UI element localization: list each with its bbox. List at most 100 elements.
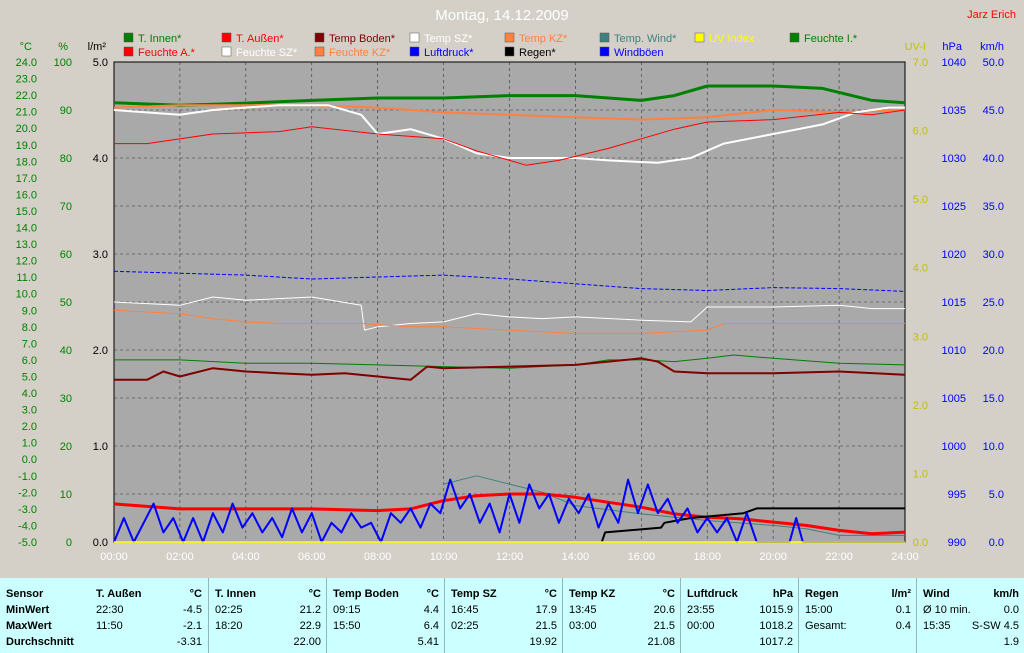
legend-item: T. Außen* xyxy=(221,32,284,45)
stats-average: 19.92 xyxy=(529,636,557,648)
wind-tick-label: 40.0 xyxy=(983,153,1004,165)
stats-column: Temp SZ °C 16:45 17.9 02:25 21.5 19.92 xyxy=(444,578,563,653)
wind-tick-label: 10.0 xyxy=(983,441,1004,453)
stats-min-value: 0.0 xyxy=(1003,604,1019,616)
temp-tick-label: 8.0 xyxy=(22,322,37,334)
stats-label-min: MinWert xyxy=(6,604,50,616)
legend-item: Windböen xyxy=(599,46,664,59)
uv-tick-label: 7.0 xyxy=(913,57,928,69)
temp-tick-label: 24.0 xyxy=(16,57,37,69)
stats-min-time: Ø 10 min. xyxy=(923,604,971,616)
legend-label: T. Innen* xyxy=(138,33,182,45)
pressure-tick-label: 1035 xyxy=(942,105,966,117)
stats-table: Sensor MinWert MaxWert Durchschnitt T. A… xyxy=(0,578,1024,653)
uv-tick-label: 2.0 xyxy=(913,400,928,412)
chart-title: Montag, 14.12.2009 xyxy=(435,7,568,24)
temp-tick-label: 17.0 xyxy=(16,173,37,185)
time-tick-label: 02:00 xyxy=(166,551,194,563)
pressure-tick-label: 995 xyxy=(948,489,966,501)
data-series xyxy=(113,84,906,543)
stats-unit: °C xyxy=(308,588,321,600)
pressure-tick-label: 1010 xyxy=(942,345,966,357)
humidity-tick-label: 20 xyxy=(60,441,72,453)
legend-item: Feuchte SZ* xyxy=(221,46,298,59)
legend-label: Feuchte A.* xyxy=(138,47,196,59)
temp-tick-label: 6.0 xyxy=(22,355,37,367)
stats-min-value: 1015.9 xyxy=(759,604,793,616)
stats-sensor-name: Temp SZ xyxy=(451,588,497,600)
temp-tick-label: 15.0 xyxy=(16,206,37,218)
legend-item: Feuchte A.* xyxy=(123,46,196,59)
stats-min-time: 13:45 xyxy=(569,604,597,616)
temp-tick-label: 13.0 xyxy=(16,239,37,251)
stats-max-time: 15:50 xyxy=(333,620,361,632)
wind-tick-label: 0.0 xyxy=(989,537,1004,549)
pressure-tick-label: 1025 xyxy=(942,201,966,213)
stats-min-time: 09:15 xyxy=(333,604,361,616)
stats-average: 5.41 xyxy=(417,636,439,648)
stats-min-value: 4.4 xyxy=(423,604,439,616)
temp-tick-label: 20.0 xyxy=(16,123,37,135)
temp-tick-label: 22.0 xyxy=(16,90,37,102)
stats-average: 21.08 xyxy=(647,636,675,648)
uv-tick-label: 6.0 xyxy=(913,126,928,138)
stats-max-value: 21.5 xyxy=(653,620,675,632)
legend-label: Temp SZ* xyxy=(424,33,473,45)
legend-item: Luftdruck* xyxy=(409,46,474,59)
temp-tick-label: 1.0 xyxy=(22,438,37,450)
temp-tick-label: -3.0 xyxy=(18,504,37,516)
stats-sensor-name: Temp Boden xyxy=(333,588,399,600)
stats-unit: °C xyxy=(662,588,675,600)
temp-tick-label: 10.0 xyxy=(16,289,37,301)
legend-swatch xyxy=(409,46,420,57)
humidity-tick-label: 60 xyxy=(60,249,72,261)
legend-item: Feuchte KZ* xyxy=(314,46,391,59)
legend-swatch xyxy=(314,46,325,57)
legend-label: Luftdruck* xyxy=(424,47,474,59)
rain-unit-label: l/m² xyxy=(88,41,107,53)
series-line xyxy=(113,104,905,164)
legend-label: Temp. Wind* xyxy=(614,33,677,45)
temp-tick-label: 11.0 xyxy=(16,272,37,284)
stats-sensor-name: Regen xyxy=(805,588,839,600)
temp-tick-label: 19.0 xyxy=(16,140,37,152)
humidity-unit-label: % xyxy=(58,41,68,53)
uv-tick-label: 0.0 xyxy=(913,537,928,549)
legend-swatch xyxy=(123,46,134,57)
legend-swatch xyxy=(504,32,515,43)
stats-max-value: S-SW 4.5 xyxy=(971,620,1019,632)
stats-average: 1.9 xyxy=(1003,636,1019,648)
stats-sensor-name: Temp KZ xyxy=(569,588,616,600)
time-tick-label: 22:00 xyxy=(825,551,853,563)
rain-tick-label: 4.0 xyxy=(93,153,108,165)
time-tick-label: 24:00 xyxy=(891,551,919,563)
uv-tick-label: 1.0 xyxy=(913,468,928,480)
legend-swatch xyxy=(694,32,705,43)
stats-min-value: 17.9 xyxy=(535,604,557,616)
stats-label-column: Sensor MinWert MaxWert Durchschnitt xyxy=(0,578,90,653)
rain-tick-label: 1.0 xyxy=(93,441,108,453)
series-line xyxy=(113,84,906,107)
humidity-tick-label: 40 xyxy=(60,345,72,357)
humidity-tick-label: 90 xyxy=(60,105,72,117)
legend-item: Feuchte I.* xyxy=(789,32,858,45)
time-tick-label: 12:00 xyxy=(496,551,524,563)
legend-label: UV Index xyxy=(709,33,755,45)
stats-max-value: 22.9 xyxy=(299,620,321,632)
legend: T. Innen* T. Außen* Temp Boden* Temp SZ* Tem… xyxy=(123,32,858,59)
temp-tick-label: 18.0 xyxy=(16,156,37,168)
time-tick-label: 18:00 xyxy=(693,551,721,563)
legend-label: Temp Boden* xyxy=(329,33,396,45)
stats-unit: °C xyxy=(189,588,202,600)
temp-tick-label: 0.0 xyxy=(22,454,37,466)
legend-swatch xyxy=(599,32,610,43)
stats-sensor-name: T. Innen xyxy=(215,588,256,600)
stats-label-avg: Durchschnitt xyxy=(6,636,74,648)
legend-label: Regen* xyxy=(519,47,556,59)
wind-unit-label: km/h xyxy=(980,41,1004,53)
stats-max-value: -2.1 xyxy=(183,620,202,632)
temp-tick-label: -5.0 xyxy=(18,537,37,549)
pressure-tick-label: 1015 xyxy=(942,297,966,309)
stats-min-value: -4.5 xyxy=(183,604,202,616)
legend-label: Feuchte KZ* xyxy=(329,47,391,59)
